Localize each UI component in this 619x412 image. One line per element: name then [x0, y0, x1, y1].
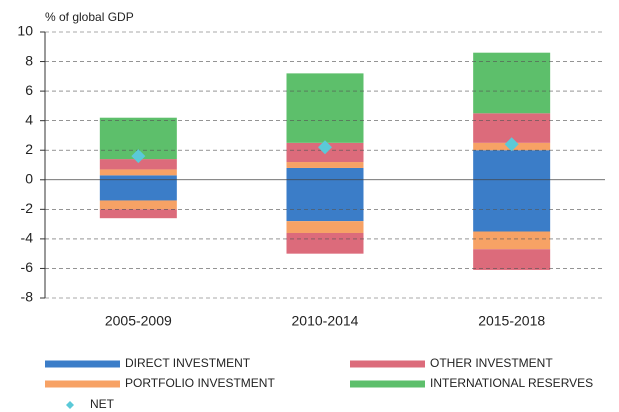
y-tick-label: 10: [17, 23, 33, 39]
y-tick-label: -2: [21, 200, 34, 216]
bar-segment: [286, 179, 364, 222]
bar-segment: [99, 175, 177, 180]
bar-segment: [473, 231, 551, 250]
y-tick-label: 8: [25, 52, 33, 68]
bar-segment: [473, 150, 551, 180]
y-tick-label: 6: [25, 82, 33, 98]
y-tick-label: -4: [21, 230, 34, 246]
y-tick-label: 0: [25, 170, 33, 186]
bar-segment: [286, 73, 364, 143]
legend-label: OTHER INVESTMENT: [430, 356, 553, 370]
bar-segment: [99, 179, 177, 201]
bar-segment: [99, 200, 177, 210]
y-tick-label: -8: [21, 289, 34, 305]
x-tick-label: 2010-2014: [292, 313, 359, 329]
legend-marker: [66, 401, 74, 409]
legend-swatch: [45, 360, 120, 368]
legend-label: NET: [90, 397, 115, 411]
net-marker: [131, 149, 146, 164]
bar-segment: [99, 209, 177, 219]
bar-segment: [286, 167, 364, 180]
legend-swatch: [350, 380, 425, 388]
bar-segment: [473, 52, 551, 114]
legend-swatch: [350, 360, 425, 368]
bar-segment: [473, 249, 551, 270]
bar-segment: [286, 232, 364, 254]
y-tick-label: 2: [25, 141, 33, 157]
x-tick-label: 2015-2018: [478, 313, 545, 329]
bar-segment: [286, 221, 364, 233]
legend-label: PORTFOLIO INVESTMENT: [125, 376, 275, 390]
net-marker: [504, 137, 519, 152]
legend-label: DIRECT INVESTMENT: [125, 356, 251, 370]
y-axis-label: % of global GDP: [45, 10, 134, 24]
bar-segment: [99, 159, 177, 170]
bar-segment: [286, 162, 364, 168]
bar-segment: [473, 179, 551, 232]
y-tick-label: 4: [25, 111, 33, 127]
legend-label: INTERNATIONAL RESERVES: [430, 376, 593, 390]
net-marker: [318, 140, 332, 155]
legend-swatch: [45, 380, 120, 388]
y-tick-label: -6: [21, 259, 34, 275]
bar-segment: [99, 169, 177, 176]
x-tick-label: 2005-2009: [105, 313, 172, 329]
